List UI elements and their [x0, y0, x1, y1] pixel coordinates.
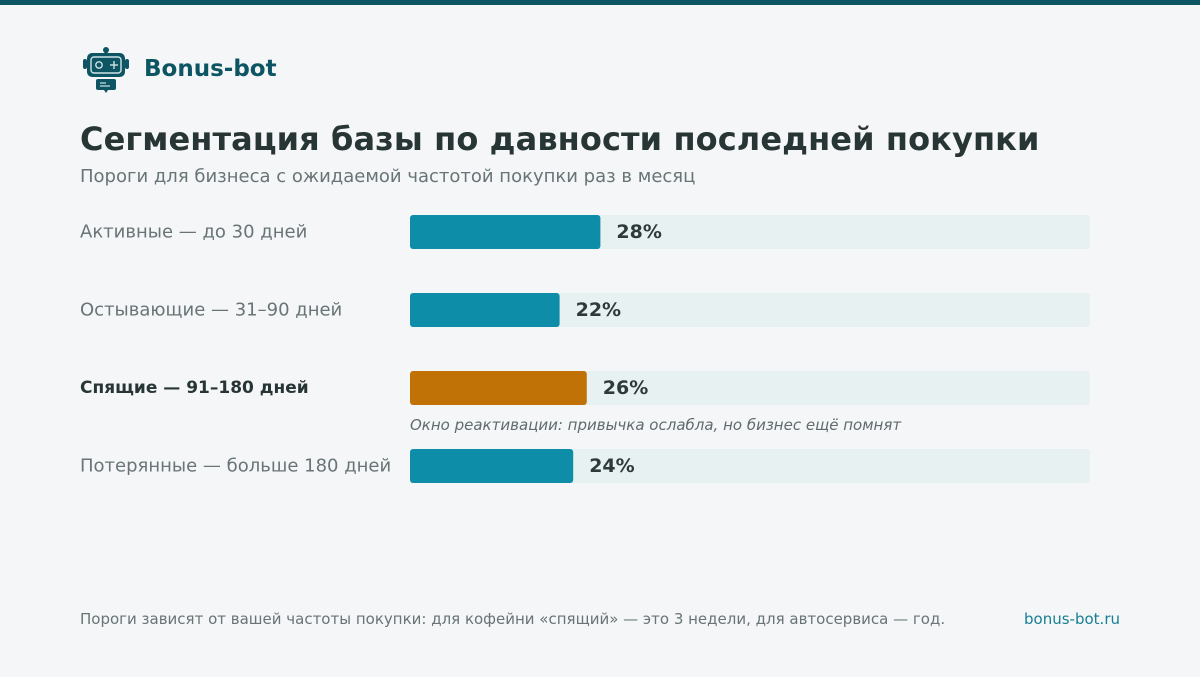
bar — [410, 371, 587, 405]
chart-subtitle: Пороги для бизнеса с ожидаемой частотой … — [80, 166, 696, 187]
bar — [410, 449, 574, 483]
value-label: 28% — [616, 221, 661, 243]
robot-icon — [83, 47, 129, 93]
website-link[interactable]: bonus-bot.ru — [1024, 610, 1120, 628]
bar-track — [410, 293, 1090, 327]
category-label: Остывающие — 31–90 дней — [80, 300, 342, 321]
top-accent-stripe — [0, 0, 1200, 5]
category-label: Активные — до 30 дней — [80, 222, 307, 243]
value-label: 22% — [576, 299, 621, 321]
brand-name: Bonus-bot — [144, 56, 277, 82]
bar-track — [410, 449, 1090, 483]
bar — [410, 293, 560, 327]
brand: Bonus-bot — [80, 46, 277, 94]
category-label: Спящие — 91–180 дней — [80, 378, 309, 398]
chart-title: Сегментация базы по давности последней п… — [80, 120, 1040, 158]
annotation-text: Окно реактивации: привычка ослабла, но б… — [410, 416, 902, 434]
value-label: 24% — [589, 455, 634, 477]
bar — [410, 215, 601, 249]
category-label: Потерянные — больше 180 дней — [80, 456, 391, 477]
footer-note: Пороги зависят от вашей частоты покупки:… — [80, 610, 946, 628]
value-label: 26% — [603, 377, 648, 399]
